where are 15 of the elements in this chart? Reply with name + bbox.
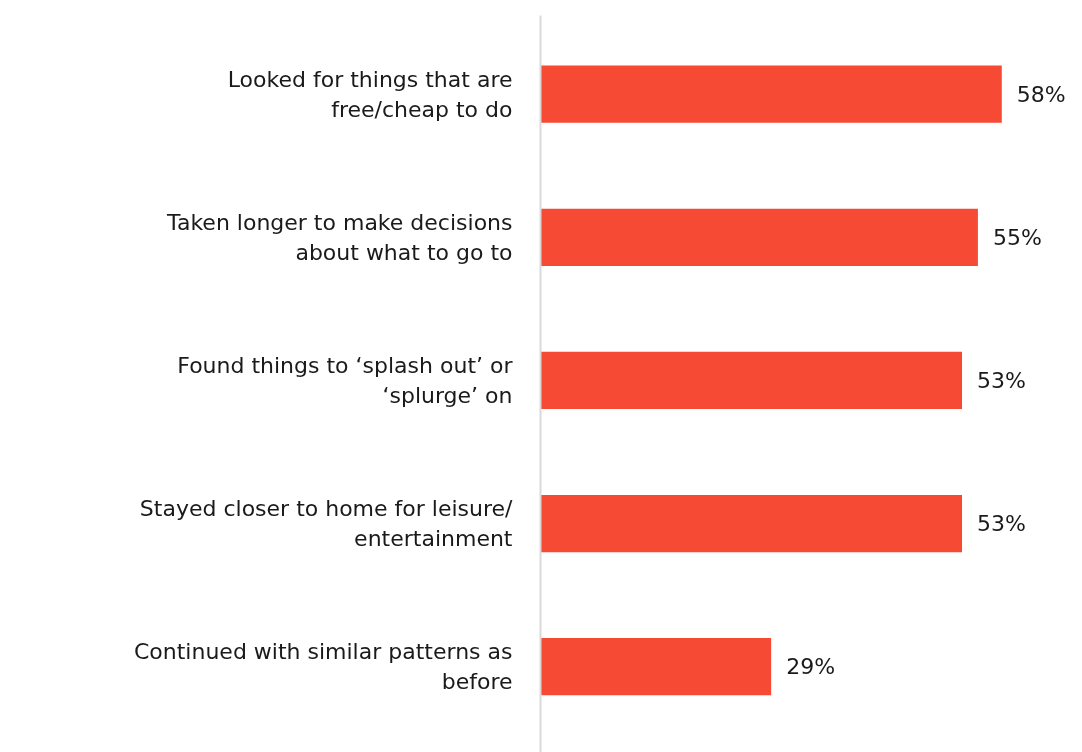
y-tick-label: Taken longer to make decisions about what to go to <box>166 209 513 265</box>
y-tick-label: Found things to ‘splash out’ or ‘splurge’ on <box>177 352 514 408</box>
bar <box>540 208 978 266</box>
y-tick-label: Continued with similar patterns as before <box>133 639 513 695</box>
data-label: 58% <box>1016 81 1066 107</box>
bar <box>540 638 772 696</box>
bar <box>540 65 1002 123</box>
data-label: 55% <box>992 224 1042 250</box>
bar <box>540 494 963 553</box>
data-label: 53% <box>977 367 1026 393</box>
y-tick-label: Stayed closer to home for leisure/ entertainment <box>139 496 514 552</box>
y-tick-label: Looked for things that are free/cheap to do <box>227 66 513 122</box>
bar <box>540 351 963 410</box>
data-label: 53% <box>977 511 1026 537</box>
data-label: 29% <box>786 654 836 680</box>
